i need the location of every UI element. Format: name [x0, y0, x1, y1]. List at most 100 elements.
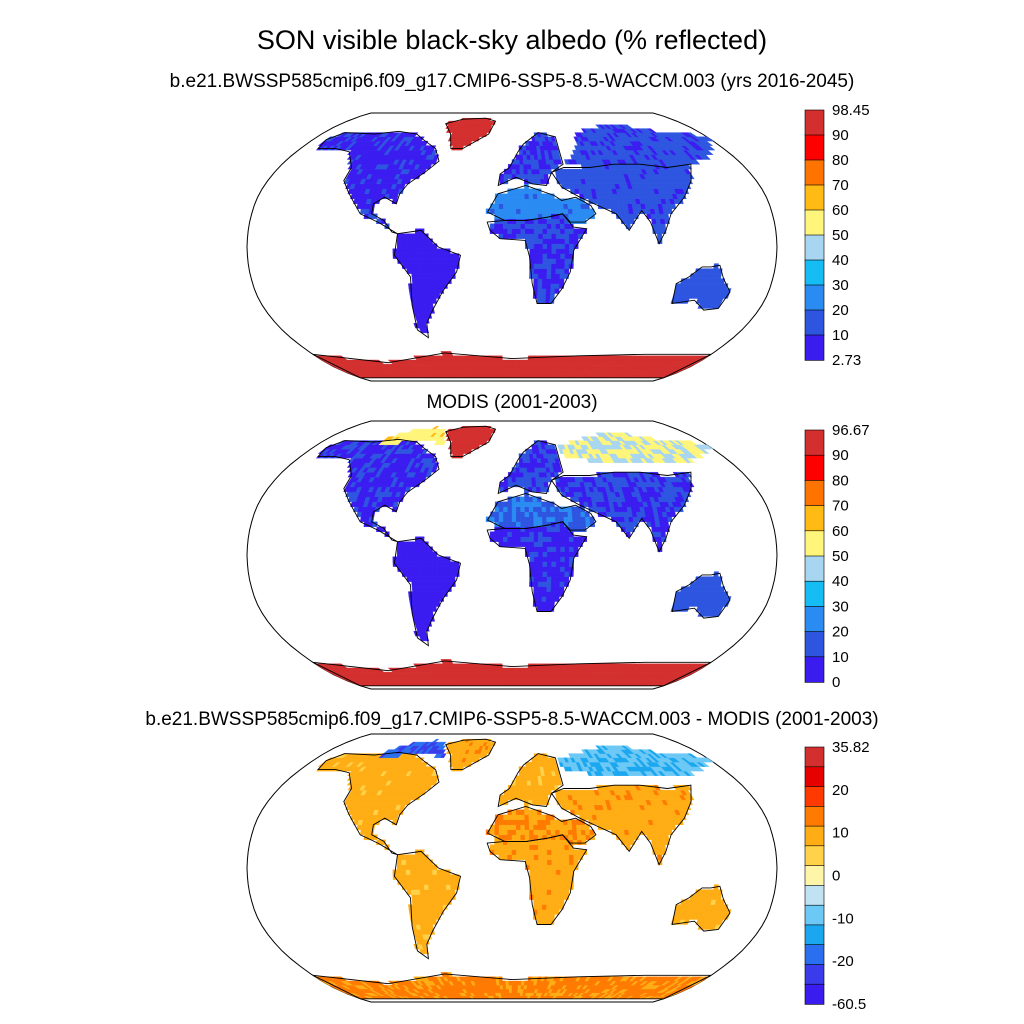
map-cell: [551, 228, 557, 234]
map-cell: [508, 363, 513, 369]
map-cell: [411, 278, 418, 284]
map-cell: [412, 591, 418, 597]
map-cell: [396, 248, 402, 254]
map-cell: [546, 218, 552, 224]
colorbar-box: [804, 334, 825, 361]
map-cell: [446, 581, 452, 587]
map-cell: [519, 154, 524, 160]
map-cell: [401, 556, 407, 562]
map-cell: [517, 667, 522, 673]
map-cell: [551, 561, 557, 567]
map-cell: [419, 268, 425, 274]
map-cell: [503, 173, 509, 180]
map-cell: [445, 571, 451, 577]
map-cell: [397, 561, 403, 567]
map-cell: [551, 556, 557, 562]
map-cell: [428, 611, 434, 617]
map-cell: [489, 223, 495, 229]
map-cell: [529, 561, 535, 567]
map-cell: [542, 566, 548, 572]
map-cell: [559, 516, 565, 522]
map-cell: [533, 213, 539, 219]
colorbar-tick-label: 30: [832, 277, 849, 294]
map-cell: [555, 258, 561, 264]
map-cell: [573, 238, 579, 244]
map-cell: [619, 208, 626, 214]
map-cell: [538, 238, 544, 244]
map-cell: [520, 198, 526, 204]
map-cell: [526, 154, 531, 160]
map-cell: [446, 268, 452, 274]
map-cell: [519, 168, 525, 175]
map-cell: [538, 531, 543, 537]
map-cell: [541, 283, 547, 289]
map-cell: [546, 581, 552, 587]
map-cell: [427, 243, 433, 249]
map-cell: [550, 288, 556, 294]
map-cell: [423, 263, 429, 269]
map-cell: [446, 273, 452, 279]
map-cell: [542, 228, 548, 234]
map-cell: [425, 283, 431, 289]
map-cell: [533, 516, 539, 522]
map-cell: [545, 298, 551, 304]
map-cell: [511, 168, 517, 175]
map-cell: [503, 193, 509, 199]
map-cell: [524, 496, 530, 502]
map-cell: [437, 273, 443, 279]
map-cell: [419, 556, 425, 562]
map-cell: [503, 531, 508, 537]
map-cell: [659, 526, 666, 532]
figure-title: SON visible black-sky albedo (% reflecte…: [257, 25, 767, 55]
map-panel-3: b.e21.BWSSP585cmip6.f09_g17.CMIP6-SSP5-8…: [145, 709, 878, 1013]
map-cell: [533, 566, 539, 572]
colorbar-tick-label: 50: [832, 548, 849, 565]
map-cell: [527, 472, 532, 478]
map-cell: [541, 596, 547, 602]
map-cell: [522, 453, 527, 459]
colorbar-tick-label: 20: [832, 302, 849, 319]
map-cell: [416, 283, 423, 289]
map-cell: [539, 168, 545, 175]
colorbar-tick-label: 60: [832, 523, 849, 540]
map-cell: [416, 586, 422, 592]
map-cell: [576, 511, 582, 517]
map-cell: [414, 556, 420, 562]
map-cell: [516, 223, 521, 229]
panel-title: b.e21.BWSSP585cmip6.f09_g17.CMIP6-SSP5-8…: [145, 709, 878, 730]
map-cell: [515, 501, 521, 507]
map-cell: [628, 521, 635, 527]
map-cell: [503, 511, 508, 517]
map-cell: [511, 476, 517, 483]
map-cell: [511, 198, 517, 204]
map-cell: [415, 263, 421, 269]
colorbar-box: [804, 454, 825, 482]
map-cell: [533, 228, 539, 234]
map-cell: [573, 228, 579, 234]
map-cell: [511, 541, 517, 547]
map-cell: [511, 536, 517, 542]
map-cell: [543, 173, 549, 180]
map-cell: [568, 536, 574, 542]
map-cell: [445, 253, 451, 259]
map-cell: [563, 511, 569, 517]
map-cell: [428, 273, 435, 279]
map-cell: [515, 472, 521, 478]
map-cell: [528, 506, 534, 512]
map-cell: [660, 223, 666, 229]
map-cell: [577, 536, 583, 542]
map-cell: [564, 268, 570, 274]
map-cell: [660, 531, 666, 537]
map-cell: [410, 566, 416, 572]
map-outline: [246, 420, 778, 690]
map-cell: [450, 263, 456, 269]
map-cell: [555, 536, 561, 542]
map-cell: [503, 233, 508, 239]
map-cell: [437, 576, 443, 582]
map-cell: [423, 556, 429, 562]
map-cell: [532, 193, 538, 199]
map-cell: [542, 273, 548, 279]
map-cell: [524, 208, 530, 214]
map-cell: [520, 203, 526, 209]
